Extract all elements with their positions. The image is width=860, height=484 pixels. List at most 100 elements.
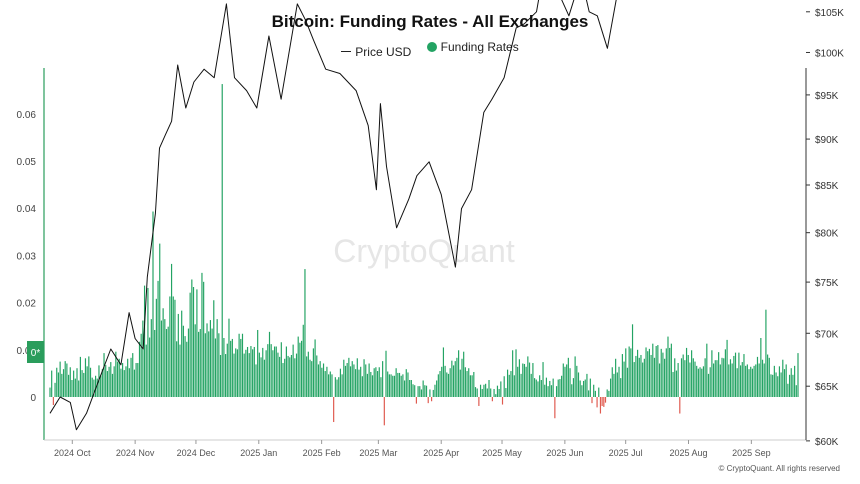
funding-bar [626, 367, 629, 397]
funding-bar [670, 343, 672, 397]
funding-bar [635, 355, 637, 397]
funding-bar [699, 367, 701, 397]
funding-bar [750, 366, 752, 397]
funding-bar [186, 341, 188, 397]
funding-bar [378, 367, 380, 397]
x-tick-label: 2025 Sep [732, 448, 771, 458]
funding-bar [745, 365, 747, 397]
x-tick-label: 2025 Jan [240, 448, 277, 458]
y-right-tick-label: $70K [815, 329, 839, 340]
funding-bar [174, 299, 176, 397]
funding-bar [637, 349, 639, 397]
funding-bar [675, 370, 678, 397]
funding-bar [223, 338, 225, 397]
funding-bar [505, 388, 507, 397]
funding-bar [679, 397, 681, 414]
funding-bar [267, 344, 269, 397]
funding-bar [122, 363, 124, 397]
funding-bar [621, 354, 623, 397]
funding-bar [410, 380, 412, 397]
funding-bar [194, 324, 196, 397]
y-left-tick-label: 0.05 [17, 157, 37, 168]
funding-bar [483, 384, 485, 397]
funding-bar [312, 348, 314, 397]
funding-bar [225, 354, 227, 397]
funding-bar [339, 368, 342, 397]
funding-bar [280, 342, 282, 397]
funding-bar [329, 371, 331, 397]
funding-bar [702, 366, 705, 397]
funding-bar [513, 375, 515, 397]
funding-bar [566, 364, 568, 397]
funding-bar [196, 289, 198, 397]
funding-bar [535, 379, 537, 397]
funding-bar [540, 380, 542, 397]
funding-bar [113, 366, 115, 397]
funding-bar [645, 347, 647, 397]
funding-bar [331, 374, 333, 397]
funding-bar [414, 385, 416, 397]
funding-bar [120, 368, 122, 397]
funding-bar [463, 351, 465, 397]
funding-bar [753, 365, 755, 397]
funding-bar [246, 346, 249, 397]
funding-bar [567, 357, 569, 397]
x-tick-label: 2025 Jul [609, 448, 643, 458]
funding-bar [356, 358, 358, 397]
funding-bar [788, 374, 791, 397]
funding-bar [446, 372, 448, 397]
funding-bar [78, 380, 80, 397]
funding-bar [240, 338, 242, 397]
legend-item-funding[interactable]: Funding Rates [426, 40, 519, 54]
y-right-tick-label: $75K [815, 278, 839, 289]
funding-bar [204, 333, 206, 397]
funding-bar [297, 336, 299, 397]
funding-bar [383, 397, 385, 426]
funding-bar [363, 359, 365, 397]
funding-bar [436, 380, 438, 397]
funding-bar [236, 349, 239, 397]
funding-bar [420, 389, 423, 397]
funding-bar [664, 358, 666, 397]
funding-bar [382, 361, 384, 397]
funding-bar [476, 388, 478, 397]
funding-bar [724, 349, 726, 397]
funding-bar [609, 378, 612, 397]
legend-item-price[interactable]: Price USD [341, 45, 411, 59]
funding-bar [697, 368, 699, 397]
funding-bar [731, 363, 733, 397]
x-tick-label: 2025 Jun [546, 448, 583, 458]
funding-bar [741, 362, 743, 397]
funding-bar [336, 379, 338, 397]
funding-bar [270, 344, 272, 397]
funding-bar [213, 300, 215, 397]
funding-bar [287, 355, 289, 397]
legend-line-icon [341, 51, 352, 52]
x-tick-label: 2024 Dec [177, 448, 216, 458]
funding-bar [289, 357, 291, 397]
funding-bar [471, 375, 473, 397]
legend-dot-icon [426, 42, 437, 52]
funding-bar [272, 350, 274, 397]
funding-bar [294, 358, 296, 397]
funding-bar [437, 374, 439, 397]
funding-bar [692, 358, 694, 397]
funding-bar [164, 319, 166, 397]
x-tick-label: 2025 Apr [423, 448, 459, 458]
funding-bar [520, 373, 522, 397]
funding-bar [559, 379, 561, 397]
funding-bar [613, 373, 615, 397]
funding-bar [491, 397, 493, 402]
funding-bar [630, 348, 632, 397]
funding-bar [539, 375, 541, 397]
funding-bar [576, 365, 578, 397]
funding-bar [260, 357, 262, 397]
funding-bar [424, 385, 426, 397]
funding-bar [376, 371, 379, 397]
funding-bar [608, 390, 610, 397]
funding-bar [358, 369, 360, 397]
funding-bar [59, 361, 61, 397]
funding-bar [111, 373, 114, 397]
funding-bar [154, 329, 156, 397]
funding-bar [603, 397, 605, 407]
